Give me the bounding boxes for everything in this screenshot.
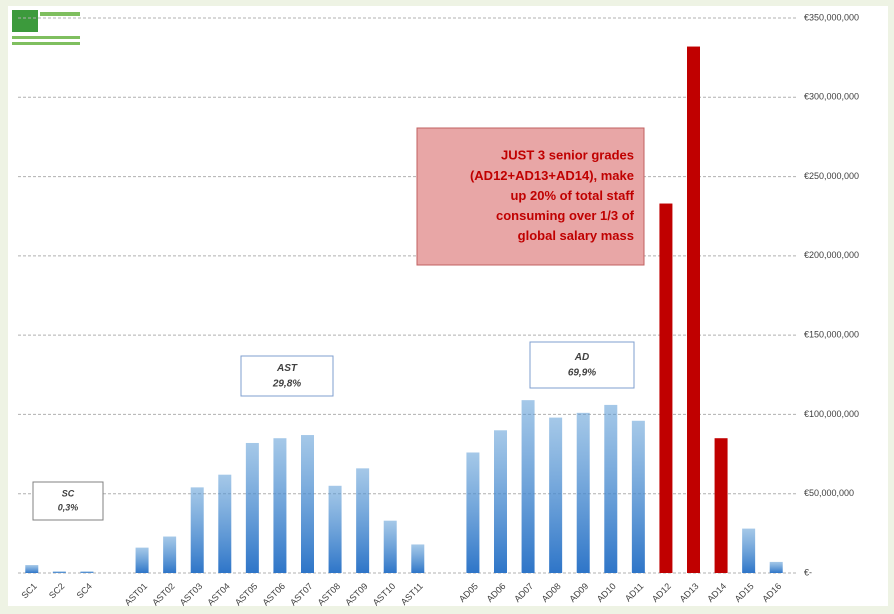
bar: [576, 412, 590, 573]
y-tick-label: €-: [804, 567, 812, 577]
annotation-text: 0,3%: [58, 502, 79, 512]
bar: [80, 571, 94, 573]
bar: [383, 520, 397, 573]
bar: [659, 203, 673, 573]
annotation-text: (AD12+AD13+AD14), make: [470, 168, 634, 183]
bar: [714, 438, 728, 573]
bar: [742, 528, 756, 573]
annotation-text: AST: [276, 363, 298, 374]
bar: [769, 561, 783, 573]
bar: [273, 438, 287, 573]
bar: [163, 536, 177, 573]
bar: [549, 417, 563, 573]
y-tick-label: €50,000,000: [804, 488, 854, 498]
plot-background: [8, 6, 888, 606]
bar: [135, 547, 149, 573]
bar: [218, 474, 232, 573]
bar: [245, 442, 259, 573]
bar: [301, 435, 314, 573]
bar: [52, 571, 66, 573]
bar: [687, 46, 700, 574]
annotation-box: [529, 341, 635, 389]
logo-text: [40, 12, 80, 16]
annotation-text: global salary mass: [518, 228, 634, 243]
annotation-text: AD: [574, 352, 589, 363]
annotation-text: 69,9%: [568, 367, 596, 378]
annotation-text: 29,8%: [272, 378, 301, 389]
logo-icon: [12, 10, 38, 32]
y-tick-label: €300,000,000: [804, 92, 859, 102]
annotation-box: [240, 355, 334, 397]
y-tick-label: €100,000,000: [804, 409, 859, 419]
bar: [604, 404, 618, 573]
bar: [190, 487, 204, 573]
y-tick-label: €150,000,000: [804, 330, 859, 340]
annotation-text: consuming over 1/3 of: [496, 208, 635, 223]
bar: [466, 452, 480, 573]
logo-text: [12, 42, 80, 45]
bar: [411, 544, 425, 573]
bar: [25, 565, 39, 573]
bar: [356, 468, 370, 573]
annotation-text: SC: [62, 488, 75, 498]
y-tick-label: €350,000,000: [804, 12, 859, 22]
y-tick-label: €200,000,000: [804, 250, 859, 260]
bar: [328, 485, 342, 573]
annotation-text: up 20% of total staff: [510, 188, 634, 203]
annotation-box: [416, 127, 645, 266]
bar: [521, 400, 535, 573]
annotation-text: JUST 3 senior grades: [501, 148, 634, 163]
annotation-box: [32, 481, 104, 521]
bar: [631, 420, 645, 573]
y-tick-label: €250,000,000: [804, 171, 859, 181]
bar: [494, 430, 507, 573]
logo-text: [12, 36, 80, 39]
